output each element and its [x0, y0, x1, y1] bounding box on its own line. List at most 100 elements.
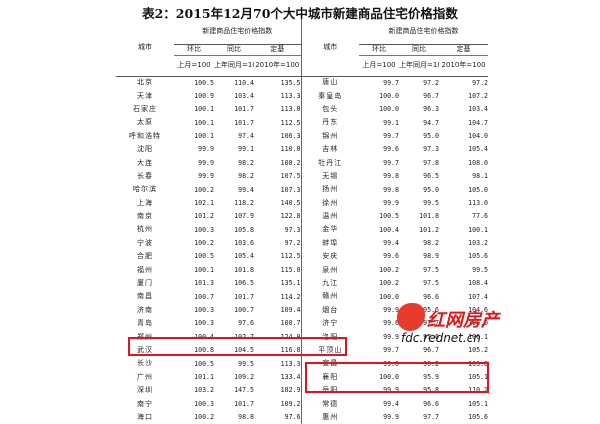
- yoy-value: 98.2: [423, 239, 439, 248]
- fixed-value: 106.0: [468, 319, 489, 328]
- fixed-value: 100.7: [254, 317, 302, 331]
- yoy-value: 105.8: [234, 225, 254, 234]
- mom-value: 99.9: [383, 386, 399, 395]
- city-cell: 广州: [137, 372, 153, 381]
- fixed-value: 106.3: [254, 129, 302, 143]
- mom-value: 100.0: [379, 91, 399, 100]
- yoy-value: 95.8: [423, 386, 439, 395]
- fixed-value: 133.4: [254, 370, 302, 384]
- yoy-base-right: 上年同月=100: [399, 55, 439, 77]
- mom-value: 100.0: [379, 105, 399, 114]
- watermark: 红网房产 fdc.rednet.cn: [397, 303, 527, 345]
- yoy-value: 103.4: [234, 91, 254, 100]
- table-row: 南宁 100.3 101.7 109.2 常德 99.4 96.6 105.1: [116, 397, 489, 411]
- city-cell: 安庆: [322, 252, 339, 261]
- yoy-value: 96.5: [423, 172, 439, 181]
- city-cell: 杭州: [137, 225, 153, 234]
- fixed-value: 105.1: [468, 372, 489, 381]
- mom-value: 101.3: [194, 279, 214, 288]
- fixed-value: 104.7: [468, 118, 489, 127]
- yoy-value: 102.7: [234, 332, 254, 341]
- mom-header-right: 环比: [359, 44, 399, 56]
- mom-value: 101.1: [194, 372, 214, 381]
- yoy-value: 97.5: [423, 279, 439, 288]
- mom-base-left: 上月=100: [174, 55, 214, 77]
- fixed-value: 107.3: [254, 183, 302, 197]
- yoy-value: 98.8: [238, 413, 254, 422]
- city-cell: 南京: [137, 212, 153, 221]
- fixed-value: 113.3: [254, 89, 302, 103]
- table-row: 福州 100.1 101.8 115.0 泉州 100.2 97.5 99.5: [116, 263, 488, 277]
- yoy-value: 106.5: [234, 279, 254, 288]
- yoy-value: 97.5: [423, 265, 439, 274]
- yoy-value: 147.5: [234, 386, 254, 395]
- mom-value: 99.9: [383, 306, 399, 315]
- mom-value: 99.7: [383, 78, 399, 87]
- yoy-value: 97.3: [423, 145, 439, 154]
- yoy-value: 101.7: [234, 292, 254, 301]
- price-index-table: 城市 新建商品住宅价格指数 城市 新建商品住宅价格指数 环比 同比 定基 环比 …: [116, 20, 489, 424]
- mom-value: 100.5: [379, 212, 399, 221]
- mom-value: 100.4: [379, 225, 399, 234]
- yoy-value: 97.7: [423, 413, 439, 422]
- yoy-value: 97.6: [238, 319, 254, 328]
- fixed-value: 113.0: [254, 102, 302, 117]
- fixed-value: 103.2: [468, 239, 489, 248]
- yoy-value: 98.9: [423, 252, 439, 261]
- yoy-value: 99.4: [238, 185, 254, 194]
- table-body: 北京 100.5 110.4 135.5 唐山 99.7 97.2 97.2 天津 100.9 10…: [116, 76, 488, 424]
- index-group-header-right: 新建商品住宅价格指数: [359, 20, 489, 45]
- yoy-value: 96.7: [423, 346, 439, 355]
- table-row: 厦门 101.3 106.5 135.1 九江 100.2 97.5 108.4: [116, 276, 488, 291]
- city-cell: 深圳: [137, 386, 153, 395]
- city-cell: 武汉: [137, 346, 153, 354]
- city-cell: 长春: [137, 171, 153, 180]
- mom-value: 100.5: [194, 252, 214, 261]
- city-cell: 南昌: [137, 292, 153, 301]
- yoy-value: 98.2: [238, 158, 254, 167]
- yoy-value: 101.2: [419, 225, 439, 234]
- mom-value: 100.4: [194, 332, 214, 341]
- city-cell: 赣州: [322, 292, 339, 301]
- city-cell: 北京: [137, 78, 153, 87]
- mom-value: 100.2: [194, 185, 214, 194]
- mom-value: 99.9: [383, 332, 399, 341]
- fixed-value: 107.5: [254, 169, 302, 184]
- yoy-value: 99.5: [423, 198, 439, 207]
- fixed-value: 97.6: [254, 410, 302, 424]
- mom-base-right: 上月=100: [359, 55, 399, 77]
- mom-value: 100.2: [379, 279, 399, 288]
- mom-value: 100.5: [194, 359, 214, 368]
- yoy-base-left: 上年同月=100: [214, 55, 254, 77]
- mom-value: 99.7: [383, 158, 399, 167]
- fixed-base-right: 2010年=100: [439, 55, 489, 77]
- fixed-value: 104.0: [468, 131, 489, 140]
- fixed-value: 108.2: [254, 156, 302, 170]
- mom-value: 99.8: [383, 185, 399, 194]
- fixed-value: 122.8: [254, 209, 302, 224]
- fixed-value: 98.1: [472, 172, 489, 181]
- fixed-value: 116.8: [254, 343, 302, 358]
- rednet-logo-icon: [397, 303, 425, 331]
- table-row: 合肥 100.5 105.4 112.5 安庆 99.6 98.9 105.6: [116, 250, 488, 264]
- table-row: 宁波 100.2 103.6 97.2 蚌埠 99.4 98.2 103.2: [116, 236, 489, 251]
- highlight-box-yueyang-changde: [305, 362, 489, 393]
- mom-value: 101.2: [194, 212, 214, 221]
- fixed-value: 114.2: [254, 290, 302, 304]
- yoy-value: 95.6: [423, 306, 439, 315]
- city-cell: 牡丹江: [318, 158, 343, 167]
- city-cell: 常德: [322, 399, 339, 408]
- highlight-box-changsha: [128, 337, 347, 356]
- fixed-value: 105.6: [468, 413, 489, 422]
- fixed-header-right: 定基: [439, 44, 489, 56]
- city-cell: 秦皇岛: [318, 91, 343, 100]
- mom-value: 99.9: [198, 158, 214, 167]
- fixed-value: 110.2: [468, 386, 489, 395]
- city-cell: 唐山: [322, 78, 339, 87]
- fixed-value: 105.1: [468, 399, 489, 408]
- mom-value: 100.3: [194, 399, 214, 408]
- city-cell: 蚌埠: [322, 238, 339, 247]
- city-cell: 厦门: [137, 279, 153, 288]
- fixed-value: 112.5: [254, 250, 302, 264]
- table-row: 青岛 100.3 97.6 100.7 济宁 99.6 97.7 106.0: [116, 317, 489, 331]
